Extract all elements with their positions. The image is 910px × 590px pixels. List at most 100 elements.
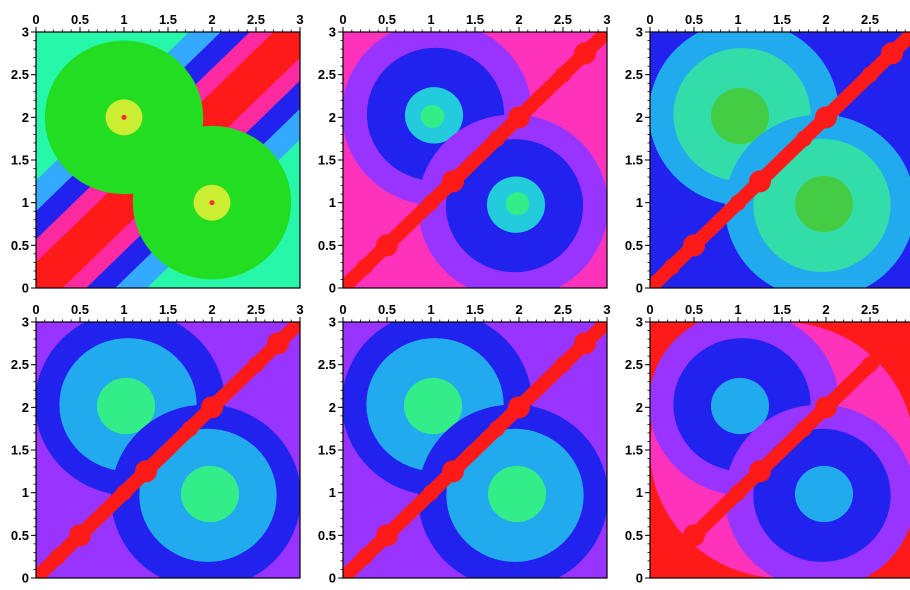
ridge-lobe	[777, 155, 787, 165]
ridge-lobe	[423, 194, 439, 211]
x-tick-label: 1	[120, 302, 127, 317]
ridge-lobe	[574, 332, 596, 355]
ridge-lobe	[423, 484, 439, 501]
x-tick-label: 0	[32, 302, 39, 317]
panel-bottom-left: 0 0.5 1 1.5 2 2.5 300.511.522.53	[11, 302, 304, 586]
ridge-lobe	[50, 548, 66, 565]
y-tick-label: 0	[636, 571, 643, 586]
y-tick-label: 1.5	[625, 153, 643, 168]
basin-center	[209, 490, 215, 496]
y-tick-label: 1.5	[11, 443, 29, 458]
y-tick-label: 0.5	[625, 238, 643, 253]
y-tick-label: 1.5	[625, 443, 643, 458]
ridge-lobe	[683, 524, 705, 547]
y-tick-label: 1	[22, 195, 29, 210]
y-tick-label: 1	[329, 485, 336, 500]
x-tick-label: 1	[734, 12, 741, 27]
y-tick-label: 1	[329, 195, 336, 210]
x-tick-label: 0.5	[685, 302, 703, 317]
x-tick-label: 0.5	[378, 302, 396, 317]
x-tick-label: 0	[339, 12, 346, 27]
ridge-lobe	[442, 170, 464, 193]
ridge-lobe	[862, 66, 878, 83]
plot-area	[650, 322, 910, 578]
y-tick-label: 2.5	[318, 67, 336, 82]
plot-area	[343, 322, 607, 578]
x-tick-label: 2.5	[861, 12, 879, 27]
ridge-lobe	[508, 396, 530, 419]
ridge-lobe	[536, 381, 546, 391]
panel-top-left: 0 0.5 1 1.5 2 2.5 300.511.522.53	[11, 12, 304, 296]
x-tick-label: 2	[515, 12, 522, 27]
ridge-lobe	[815, 106, 837, 129]
attractor-region	[121, 114, 127, 120]
panel-bottom-middle: 0 0.5 1 1.5 2 2.5 300.511.522.53	[318, 302, 611, 586]
basin-center	[428, 114, 434, 120]
x-tick-label: 2.5	[554, 12, 572, 27]
ridge-lobe	[404, 219, 414, 229]
x-tick-label: 2	[822, 12, 829, 27]
y-tick-label: 2	[329, 400, 336, 415]
x-tick-label: 0	[646, 302, 653, 317]
ridge-lobe	[182, 420, 198, 437]
x-tick-label: 1	[427, 302, 434, 317]
y-tick-label: 2	[329, 110, 336, 125]
x-tick-label: 3	[603, 12, 610, 27]
y-tick-label: 2.5	[11, 67, 29, 82]
y-tick-label: 2.5	[318, 357, 336, 372]
y-tick-label: 1.5	[11, 153, 29, 168]
ridge-lobe	[881, 332, 903, 355]
ridge-lobe	[163, 445, 173, 455]
y-tick-label: 0.5	[625, 528, 643, 543]
ridge-lobe	[683, 234, 705, 257]
ridge-lobe	[536, 91, 546, 101]
ridge-lobe	[442, 460, 464, 483]
y-tick-label: 2.5	[625, 357, 643, 372]
ridge-lobe	[229, 381, 239, 391]
y-tick-label: 0	[22, 571, 29, 586]
y-tick-label: 2.5	[11, 357, 29, 372]
x-tick-label: 1	[734, 302, 741, 317]
x-tick-label: 1.5	[159, 302, 177, 317]
panel-top-middle: 0 0.5 1 1.5 2 2.5 300.511.522.53	[318, 12, 611, 296]
ridge-lobe	[97, 509, 107, 519]
basin-center	[823, 200, 829, 206]
ridge-lobe	[796, 420, 812, 437]
x-tick-label: 1.5	[773, 302, 791, 317]
ridge-lobe	[376, 234, 398, 257]
x-tick-label: 0.5	[71, 12, 89, 27]
y-tick-label: 0	[329, 281, 336, 296]
ridge-lobe	[376, 524, 398, 547]
ridge-lobe	[574, 42, 596, 65]
ridge-lobe	[730, 194, 746, 211]
basin-center	[121, 404, 127, 410]
ridge-lobe	[357, 258, 373, 275]
plot-area	[343, 32, 607, 288]
y-tick-label: 1.5	[318, 153, 336, 168]
y-tick-label: 0.5	[11, 528, 29, 543]
ridge-lobe	[69, 524, 91, 547]
basin-center	[516, 200, 522, 206]
x-tick-label: 2	[822, 302, 829, 317]
ridge-lobe	[555, 66, 571, 83]
plot-area	[36, 322, 300, 578]
ridge-lobe	[267, 332, 289, 355]
x-tick-label: 2.5	[247, 12, 265, 27]
y-tick-label: 1	[22, 485, 29, 500]
plot-area	[650, 32, 910, 288]
y-tick-label: 0	[636, 281, 643, 296]
x-tick-label: 0	[32, 12, 39, 27]
ridge-lobe	[470, 445, 480, 455]
x-tick-label: 1.5	[159, 12, 177, 27]
ridge-lobe	[357, 548, 373, 565]
x-tick-label: 1.5	[466, 302, 484, 317]
ridge-lobe	[116, 484, 132, 501]
y-tick-label: 2	[636, 400, 643, 415]
x-tick-label: 0.5	[71, 302, 89, 317]
x-tick-label: 1	[120, 12, 127, 27]
x-tick-label: 1.5	[466, 12, 484, 27]
ridge-lobe	[489, 420, 505, 437]
y-tick-label: 3	[329, 315, 336, 330]
y-tick-label: 2	[636, 110, 643, 125]
